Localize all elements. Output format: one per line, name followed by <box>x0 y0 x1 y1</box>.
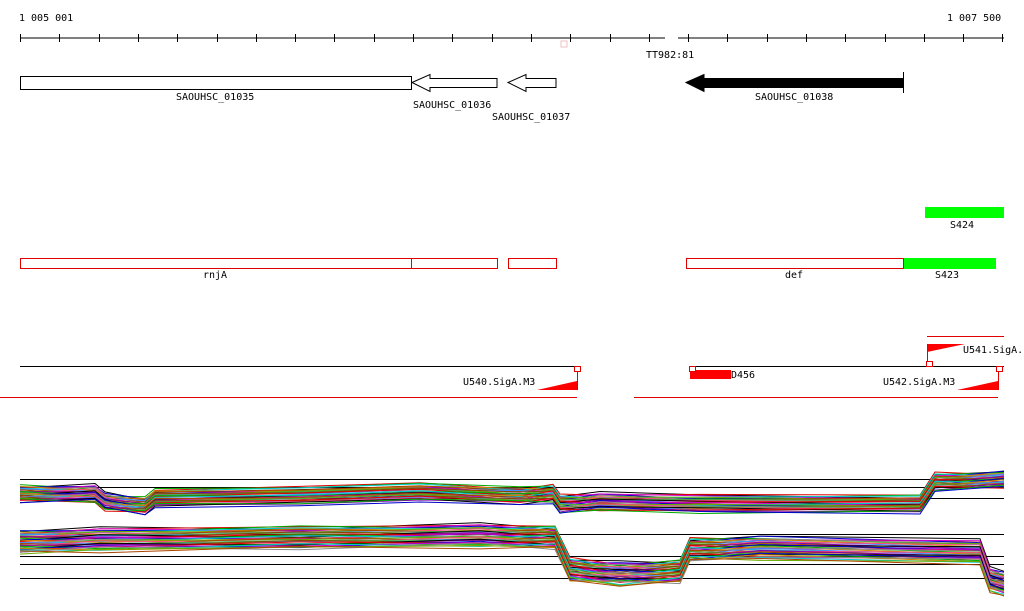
label-def: def <box>785 270 804 281</box>
promoter-u542[interactable] <box>957 381 998 390</box>
label-s423: S423 <box>935 270 960 281</box>
label-rnja: rnjA <box>203 270 228 281</box>
gene-label-saouhsc-01035: SAOUHSC_01035 <box>176 92 255 103</box>
ruler-marker-label: TT982:81 <box>646 50 695 61</box>
promoter-u540[interactable] <box>537 381 577 390</box>
label-d456: D456 <box>731 370 756 381</box>
ruler-start-label: 1 005 001 <box>19 13 74 24</box>
annotation-rnja-2[interactable] <box>411 258 498 269</box>
transcript-track <box>0 336 1004 398</box>
annotation-block-3[interactable] <box>508 258 557 269</box>
gene-label-saouhsc-01037: SAOUHSC_01037 <box>492 112 571 123</box>
gene-label-saouhsc-01036: SAOUHSC_01036 <box>413 100 492 111</box>
gene-track <box>20 72 904 93</box>
gene-saouhsc-01036[interactable] <box>410 73 498 93</box>
ruler-end-label: 1 007 500 <box>947 13 1002 24</box>
label-u540: U540.SigA.M3 <box>463 377 536 388</box>
gene-saouhsc-01038[interactable] <box>684 73 904 93</box>
feature-d456[interactable] <box>690 370 731 379</box>
label-u542: U542.SigA.M3 <box>883 377 956 388</box>
promoter-u541[interactable] <box>927 344 965 352</box>
annotation-track <box>20 258 904 269</box>
gene-saouhsc-01035[interactable] <box>20 76 412 90</box>
gene-label-saouhsc-01038: SAOUHSC_01038 <box>755 92 834 103</box>
coordinate-ruler <box>20 34 1004 48</box>
annotation-def[interactable] <box>686 258 904 269</box>
feature-s423[interactable] <box>904 258 996 269</box>
feature-s424[interactable] <box>925 207 1004 218</box>
label-s424: S424 <box>950 220 975 231</box>
annotation-rnja[interactable] <box>20 258 412 269</box>
expression-profiles <box>19 470 1005 597</box>
gene-saouhsc-01037[interactable] <box>506 73 557 93</box>
label-u541: U541.SigA. <box>963 345 1024 356</box>
